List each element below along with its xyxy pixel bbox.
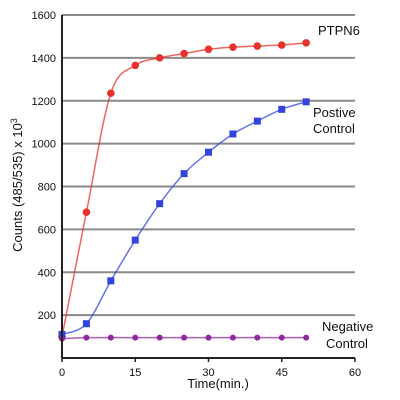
y-axis-title-exponent: 3 — [9, 118, 19, 123]
y-tick-label: 1000 — [32, 139, 56, 151]
ptpn6-point — [107, 89, 115, 98]
positive-control-point — [253, 117, 261, 125]
ptpn6-point — [131, 61, 140, 70]
positive-control-point — [229, 130, 237, 138]
y-tick-label: 600 — [38, 224, 56, 236]
ptpn6-point — [82, 208, 91, 217]
positive-control-point — [278, 105, 286, 113]
positive-control-point — [156, 200, 164, 208]
negative-control-point — [278, 334, 285, 341]
positive-control-point — [82, 320, 90, 328]
series-label-ptpn6: PTPN6 — [318, 23, 360, 38]
y-tick-label: 1600 — [32, 10, 56, 22]
ptpn6-point — [204, 45, 213, 54]
positive-control-point — [107, 277, 115, 285]
y-axis-title-main: Counts (485/535) x 10 — [10, 123, 25, 252]
ptpn6-point — [155, 54, 164, 62]
series-label-negative-control-line2: Control — [326, 336, 368, 351]
positive-control-point — [180, 170, 188, 178]
x-tick-labels: 0 15 30 45 60 — [59, 358, 361, 379]
y-tick-label: 400 — [38, 267, 56, 279]
x-axis-title: Time(min.) — [187, 376, 249, 391]
positive-control-point — [205, 148, 212, 156]
negative-control-point — [205, 334, 212, 341]
series-lines — [61, 42, 307, 340]
series-label-positive-control-line2: Control — [313, 121, 355, 136]
x-tick-label: 45 — [276, 367, 288, 379]
negative-control-point — [254, 334, 261, 341]
x-tick-label: 60 — [349, 367, 361, 379]
negative-control-point — [229, 334, 236, 341]
y-tick-labels: 200 400 600 800 1000 1200 1400 1600 — [32, 10, 56, 322]
grid-lines — [62, 14, 355, 317]
negative-control-point — [132, 334, 139, 341]
series-label-positive-control-line1: Postive — [313, 105, 356, 120]
x-tick-label: 15 — [129, 367, 141, 379]
y-tick-label: 200 — [38, 310, 56, 322]
ptpn6-point — [180, 49, 188, 58]
positive-control-point — [131, 236, 139, 244]
x-tick-label: 30 — [202, 367, 214, 379]
ptpn6-line — [61, 42, 307, 337]
ptpn6-point — [277, 41, 286, 49]
ptpn6-point — [253, 42, 262, 50]
x-tick-label: 0 — [59, 367, 65, 379]
negative-control-point — [156, 334, 163, 341]
ptpn6-point — [302, 39, 310, 47]
positive-control-point — [302, 98, 310, 106]
series-label-negative-control-line1: Negative — [322, 319, 373, 334]
y-tick-label: 1400 — [32, 53, 56, 65]
negative-control-point — [107, 334, 114, 341]
positive-control-line — [61, 101, 307, 336]
negative-control-point — [303, 334, 310, 341]
y-tick-label: 1200 — [32, 96, 56, 108]
negative-control-point — [83, 334, 90, 341]
ptpn6-point — [229, 43, 237, 51]
data-markers — [58, 39, 310, 342]
y-tick-label: 800 — [38, 182, 56, 194]
negative-control-point — [181, 334, 188, 341]
y-axis-title: Counts (485/535) x 103 — [9, 118, 25, 252]
